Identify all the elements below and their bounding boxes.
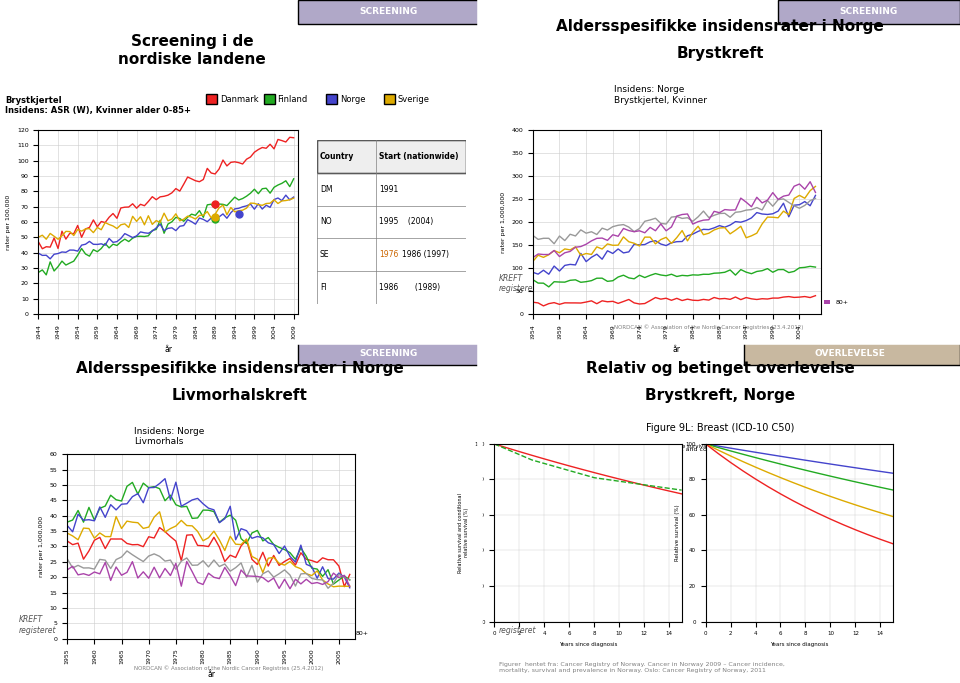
X-axis label: år: år xyxy=(207,669,215,679)
FancyBboxPatch shape xyxy=(298,0,480,24)
X-axis label: Years since diagnosis: Years since diagnosis xyxy=(559,642,617,647)
FancyBboxPatch shape xyxy=(298,342,480,365)
Text: KREFT
registeret: KREFT registeret xyxy=(499,274,537,293)
Text: Brystkreft: Brystkreft xyxy=(676,46,764,61)
Text: Aldersspesifikke insidensrater i Norge: Aldersspesifikke insidensrater i Norge xyxy=(76,361,404,376)
Text: NORDCAN © Association of the Nordic Cancer Registries (23.4.2012): NORDCAN © Association of the Nordic Canc… xyxy=(614,324,804,330)
Text: Insidens: Norge
Livmorhals: Insidens: Norge Livmorhals xyxy=(134,427,204,446)
Text: Start (nationwide): Start (nationwide) xyxy=(379,152,459,161)
Text: NO: NO xyxy=(320,217,331,227)
Text: Finland: Finland xyxy=(277,94,308,104)
Text: DM: DM xyxy=(320,184,332,194)
FancyBboxPatch shape xyxy=(206,94,217,104)
Text: 1986       (1989): 1986 (1989) xyxy=(379,283,441,292)
Text: Livmorhalskreft: Livmorhalskreft xyxy=(172,388,308,403)
Text: Norge: Norge xyxy=(340,94,366,104)
Text: SCREENING: SCREENING xyxy=(360,8,418,16)
FancyBboxPatch shape xyxy=(326,94,337,104)
FancyBboxPatch shape xyxy=(744,342,960,365)
Y-axis label: Relative survival and conditional
relative survival (%): Relative survival and conditional relati… xyxy=(458,493,468,572)
Text: Figurer  hentet fra: Cancer Registry of Norway. Cancer in Norway 2009 – Cancer i: Figurer hentet fra: Cancer Registry of N… xyxy=(499,662,785,673)
Text: Relative survival by sex and conditional 5-year relative survival by sex: Relative survival by sex and conditional… xyxy=(540,444,727,449)
Legend: 30-39, 40-49, 50-59, 60-69, 70-79, 80+: 30-39, 40-49, 50-59, 60-69, 70-79, 80+ xyxy=(612,297,851,307)
Text: Insidens: Norge
Brystkjertel, Kvinner: Insidens: Norge Brystkjertel, Kvinner xyxy=(614,85,708,104)
Text: 1986 (1997): 1986 (1997) xyxy=(401,250,448,260)
Text: SCREENING: SCREENING xyxy=(360,349,418,358)
Text: Relative survival by age: Relative survival by age xyxy=(818,444,881,449)
FancyBboxPatch shape xyxy=(317,140,466,173)
Text: Brystkjertel
Insidens: ASR (W), Kvinner alder 0-85+: Brystkjertel Insidens: ASR (W), Kvinner … xyxy=(5,96,191,115)
FancyBboxPatch shape xyxy=(778,0,960,24)
Text: SE: SE xyxy=(320,250,329,260)
FancyBboxPatch shape xyxy=(384,94,395,104)
X-axis label: år: år xyxy=(164,346,172,354)
Y-axis label: Relative survival (%): Relative survival (%) xyxy=(675,505,680,561)
Y-axis label: rater per 1,000,000: rater per 1,000,000 xyxy=(39,516,44,577)
Text: FI: FI xyxy=(320,283,326,292)
FancyBboxPatch shape xyxy=(264,94,275,104)
Text: Danmark: Danmark xyxy=(220,94,258,104)
Y-axis label: rater per 1,000,000: rater per 1,000,000 xyxy=(501,191,506,253)
Text: Relativ og betinget overlevelse: Relativ og betinget overlevelse xyxy=(586,361,854,376)
Text: Figure 9L: Breast (ICD-10 C50): Figure 9L: Breast (ICD-10 C50) xyxy=(646,423,794,434)
Text: KREFT
registeret: KREFT registeret xyxy=(499,615,537,635)
Text: Screening i de
nordiske landene: Screening i de nordiske landene xyxy=(118,34,266,66)
X-axis label: år: år xyxy=(673,346,681,354)
Text: 1976: 1976 xyxy=(379,250,398,260)
Text: 1995    (2004): 1995 (2004) xyxy=(379,217,434,227)
Text: Aldersspesifikke insidensrater i Norge: Aldersspesifikke insidensrater i Norge xyxy=(556,19,884,34)
Text: OVERLEVELSE: OVERLEVELSE xyxy=(814,349,885,358)
Text: Country: Country xyxy=(320,152,354,161)
X-axis label: Years since diagnosis: Years since diagnosis xyxy=(770,642,828,647)
Text: 1991: 1991 xyxy=(379,184,398,194)
Legend: 30-39, 40-49, 50-59, 60-69, 70-79, 80+: 30-39, 40-49, 50-59, 60-69, 70-79, 80+ xyxy=(132,628,371,639)
Text: Brystkreft, Norge: Brystkreft, Norge xyxy=(645,388,795,403)
Text: SCREENING: SCREENING xyxy=(840,8,898,16)
Text: NORDCAN © Association of the Nordic Cancer Registries (25.4.2012): NORDCAN © Association of the Nordic Canc… xyxy=(134,665,324,671)
Text: Relative survival by sex and conditional 5-year relative survival by sex: Relative survival by sex and conditional… xyxy=(609,447,831,452)
Y-axis label: rater per 100,000: rater per 100,000 xyxy=(7,195,12,249)
Text: KREFT
registeret: KREFT registeret xyxy=(19,615,57,635)
Text: Sverige: Sverige xyxy=(397,94,429,104)
